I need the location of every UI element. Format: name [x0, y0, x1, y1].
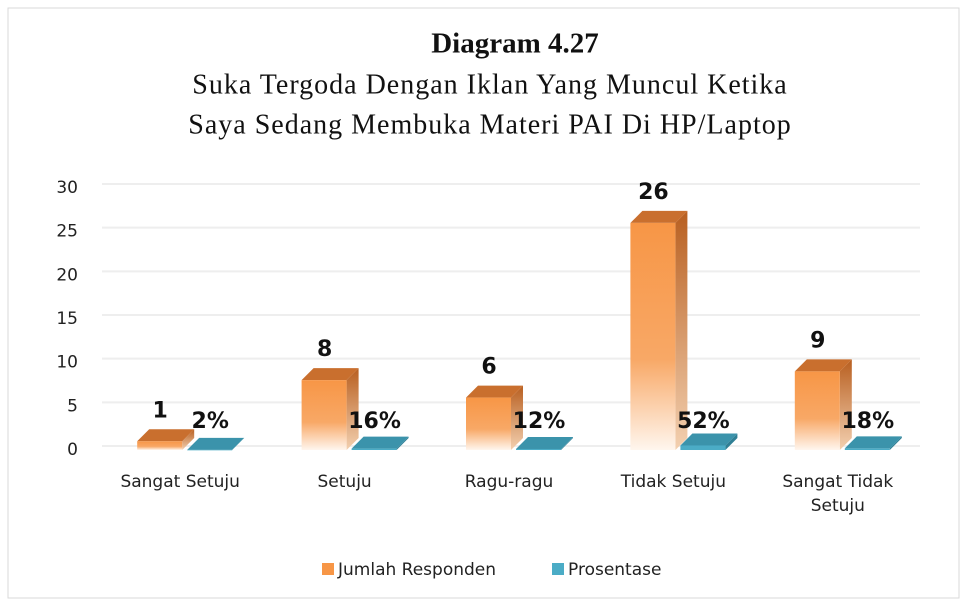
data-label: 12% — [513, 409, 566, 434]
legend-swatch — [552, 563, 564, 575]
bar — [794, 359, 852, 450]
bar — [466, 385, 523, 450]
data-label: 26 — [638, 180, 669, 205]
y-tick-label: 5 — [67, 396, 78, 416]
y-tick-label: 25 — [56, 222, 78, 242]
data-label: 2% — [192, 409, 229, 434]
data-label: 8 — [317, 337, 332, 362]
y-tick-label: 30 — [56, 178, 78, 198]
y-tick-label: 10 — [56, 353, 78, 373]
data-label: 1 — [153, 398, 168, 423]
chart-subtitle: Saya Sedang Membuka Materi PAI Di HP/Lap… — [188, 109, 791, 140]
data-label: 52% — [677, 409, 730, 434]
frame — [7, 7, 960, 599]
y-tick-label: 15 — [56, 309, 78, 329]
legend-label: Jumlah Responden — [337, 560, 496, 580]
legend-swatch — [322, 563, 334, 575]
x-tick-label: Ragu-ragu — [464, 472, 554, 492]
bar — [516, 436, 573, 450]
x-tick-label: Sangat Setuju — [120, 472, 240, 492]
data-label: 18% — [841, 409, 894, 434]
x-tick-label: Tidak Setuju — [620, 472, 726, 492]
chart-subtitle: Suka Tergoda Dengan Iklan Yang Muncul Ke… — [192, 69, 787, 100]
legend-label: Prosentase — [568, 560, 661, 580]
bar — [680, 433, 738, 450]
bar — [137, 429, 195, 450]
bar — [351, 436, 409, 450]
bar — [630, 210, 688, 450]
chart-title: Diagram 4.27 — [431, 28, 599, 60]
bar — [187, 437, 245, 451]
data-label: 16% — [348, 409, 401, 434]
y-tick-label: 20 — [56, 265, 78, 285]
data-label: 6 — [481, 355, 496, 380]
x-tick-label: Setuju — [317, 472, 372, 492]
bar — [844, 436, 902, 450]
x-tick-label: Sangat Tidak Setuju — [782, 472, 894, 516]
data-label: 9 — [810, 328, 825, 353]
y-tick-label: 0 — [67, 440, 78, 460]
bar — [301, 368, 359, 450]
